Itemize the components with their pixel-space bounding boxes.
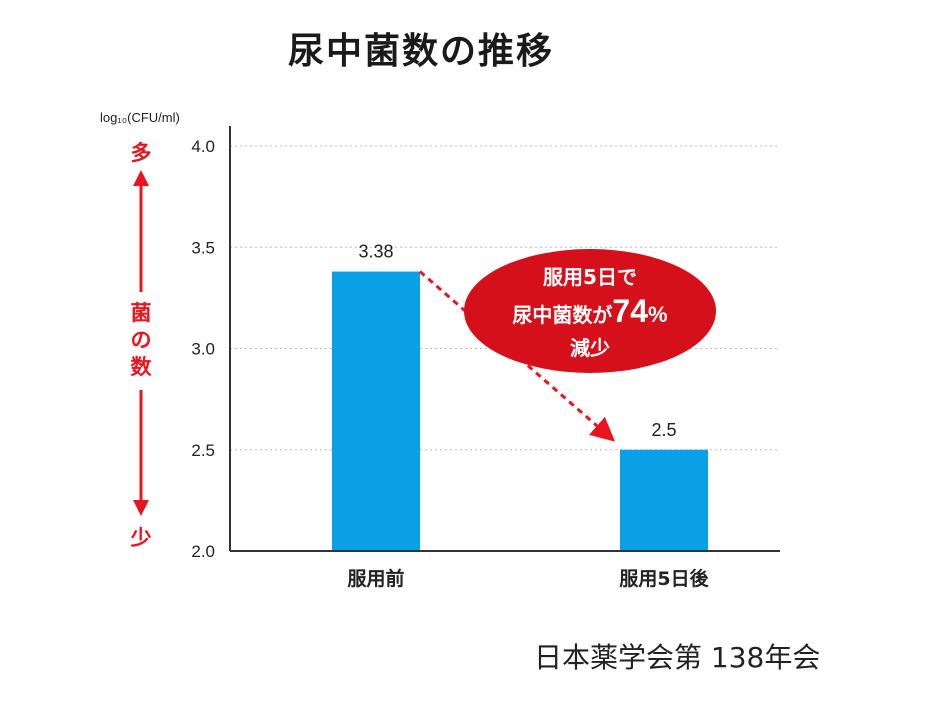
callout-line-3: 減少 bbox=[570, 336, 610, 360]
side-label-top: 多 bbox=[131, 141, 152, 165]
y-tick-label: 4.0 bbox=[191, 137, 215, 156]
y-tick-label: 3.0 bbox=[191, 340, 215, 359]
reduction-callout: 服用5日で 尿中菌数が74% 減少 bbox=[464, 249, 716, 373]
callout-percent-value: 74 bbox=[612, 293, 648, 329]
y-tick-label: 2.5 bbox=[191, 441, 215, 460]
x-category-label: 服用5日後 bbox=[619, 567, 709, 590]
callout-line-1: 服用5日で bbox=[543, 265, 637, 289]
callout-bubble bbox=[464, 249, 716, 373]
bar-value-label: 3.38 bbox=[358, 242, 393, 262]
x-category-label: 服用前 bbox=[347, 567, 404, 590]
callout-line-2: 尿中菌数が74% bbox=[512, 293, 667, 329]
side-label-mid-2: の bbox=[131, 328, 152, 352]
callout-percent-unit: % bbox=[648, 302, 668, 327]
axis-layer: 2.0 2.5 3.0 3.5 4.0 3.38 服用前 2.5 服用5日後 bbox=[191, 126, 780, 590]
side-label-bottom: 少 bbox=[130, 526, 152, 550]
side-label-mid-3: 数 bbox=[131, 355, 153, 379]
side-arrow-up-head bbox=[133, 170, 149, 186]
bar bbox=[332, 271, 420, 551]
side-label-mid-1: 菌 bbox=[131, 301, 152, 325]
side-arrow-down-head bbox=[133, 500, 149, 516]
y-axis-unit: log₁₀(CFU/ml) bbox=[100, 110, 180, 125]
callout-line-2-prefix: 尿中菌数が bbox=[512, 303, 612, 327]
y-tick-label: 3.5 bbox=[191, 238, 215, 257]
source-note: 日本薬学会第 138年会 bbox=[534, 641, 821, 674]
bar-layer bbox=[332, 271, 708, 551]
bar-value-label: 2.5 bbox=[651, 420, 676, 440]
chart-title: 尿中菌数の推移 bbox=[288, 31, 555, 72]
bar bbox=[620, 449, 708, 551]
y-tick-label: 2.0 bbox=[191, 542, 215, 561]
